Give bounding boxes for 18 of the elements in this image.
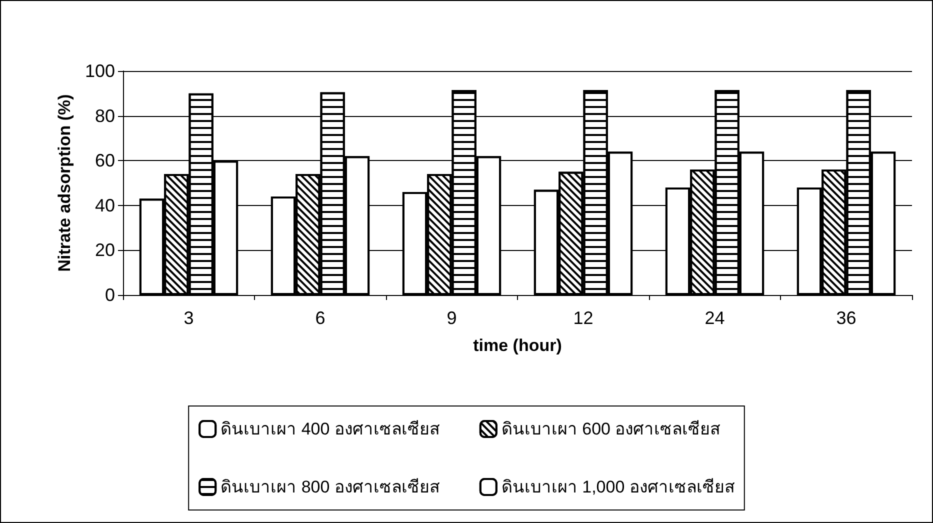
- legend-label: ดินเบาเผา 400 องศาเซลเซียส: [220, 420, 440, 438]
- x-tick-label: 3: [184, 308, 194, 328]
- legend-label: ดินเบาเผา 600 องศาเซลเซียส: [501, 420, 722, 438]
- y-tick-label: 80: [94, 106, 115, 126]
- y-tick-label: 60: [94, 150, 115, 171]
- x-tick-label: 36: [836, 308, 856, 328]
- legend-label: ดินเบาเผา 800 องศาเซลเซียส: [220, 478, 440, 496]
- x-tick-label: 12: [573, 308, 594, 328]
- y-axis-title: Nitrate adsorption (%): [55, 94, 74, 272]
- y-tick-label: 100: [84, 61, 115, 81]
- x-tick-label: 9: [446, 308, 457, 328]
- x-axis-title: time (hour): [473, 336, 562, 355]
- x-tick-label: 24: [704, 308, 725, 328]
- y-tick-label: 0: [104, 285, 115, 305]
- y-tick-label: 40: [94, 195, 115, 216]
- legend-label: ดินเบาเผา 1,000 องศาเซลเซียส: [501, 478, 736, 496]
- x-tick-label: 6: [315, 308, 326, 328]
- y-tick-label: 20: [94, 240, 115, 260]
